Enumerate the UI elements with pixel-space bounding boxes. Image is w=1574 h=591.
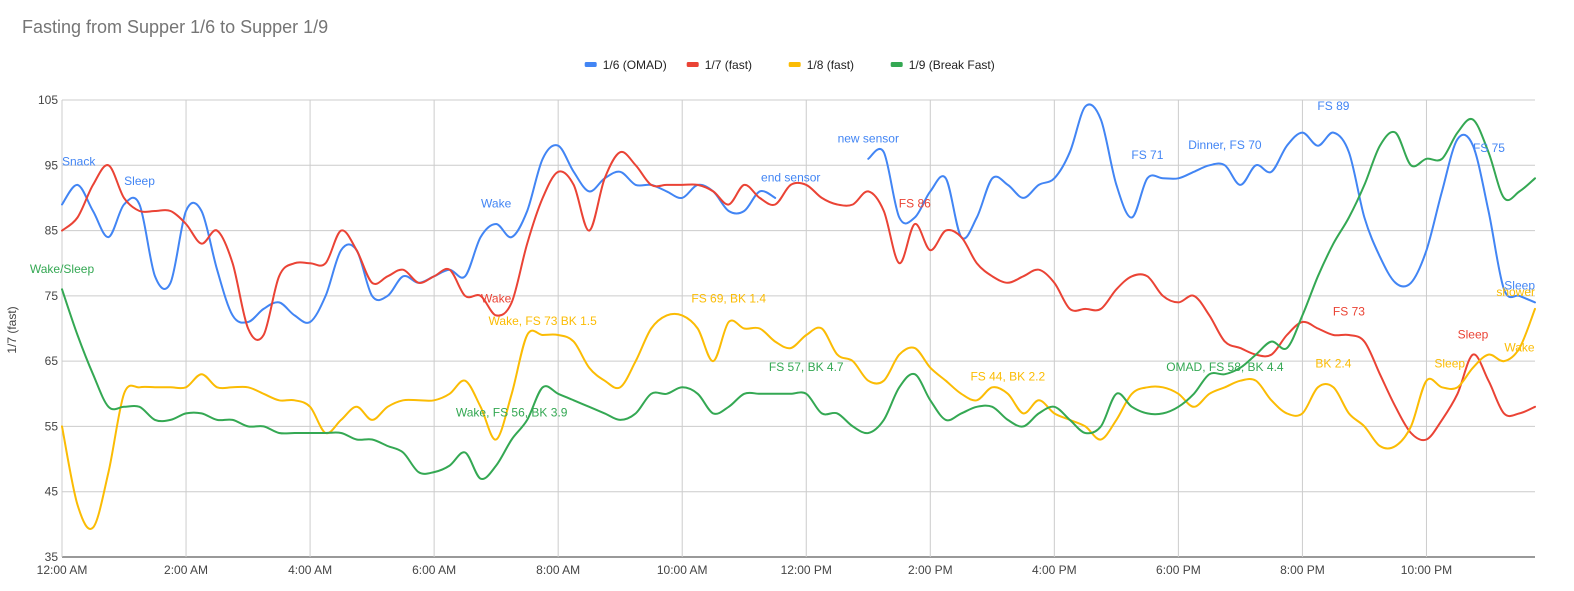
legend-swatch (584, 62, 597, 67)
annotation-label: end sensor (761, 171, 820, 185)
y-tick-label: 105 (38, 93, 58, 107)
series-line[interactable] (867, 103, 1536, 304)
y-tick-label: 35 (45, 550, 59, 564)
annotation-label: FS 44, BK 2.2 (970, 370, 1045, 384)
chart-title: Fasting from Supper 1/6 to Supper 1/9 (22, 17, 329, 37)
legend-item[interactable]: 1/6 (OMAD) (584, 58, 667, 72)
legend-item[interactable]: 1/7 (fast) (686, 58, 752, 72)
legend-label: 1/8 (fast) (807, 58, 854, 72)
x-tick-label: 6:00 AM (412, 563, 456, 577)
series-line[interactable] (61, 150, 1536, 442)
y-tick-label: 65 (45, 354, 59, 368)
x-tick-label: 6:00 PM (1156, 563, 1201, 577)
gridlines (61, 99, 1535, 558)
series-line[interactable] (61, 117, 1536, 480)
annotations: Snack Sleep Wake end sensor new sensor FS 71 D… (30, 99, 1535, 420)
y-tick-label: 85 (45, 224, 59, 238)
series-1-8-fast- (61, 307, 1536, 530)
annotation-label: Wake (481, 197, 512, 211)
y-tick-label: 55 (45, 419, 59, 433)
x-tick-label: 8:00 AM (536, 563, 580, 577)
annotation-label: FS 89 (1317, 99, 1349, 113)
annotation-label: FS 73 (1333, 304, 1365, 318)
series-1-7-fast- (61, 150, 1536, 442)
x-tick-label: 2:00 PM (908, 563, 953, 577)
y-tick-label: 95 (45, 158, 59, 172)
x-axis-ticks: 12:00 AM 2:00 AM 4:00 AM 6:00 AM 8:00 AM 10:0… (37, 563, 1453, 577)
x-tick-label: 12:00 PM (781, 563, 832, 577)
x-tick-label: 10:00 AM (657, 563, 708, 577)
y-axis-ticks: 35 45 55 65 75 85 95 105 (38, 93, 58, 564)
legend-label: 1/6 (OMAD) (603, 58, 667, 72)
annotation-label: new sensor (838, 131, 899, 145)
x-tick-label: 8:00 PM (1280, 563, 1325, 577)
series-lines (61, 103, 1536, 530)
legend-label: 1/7 (fast) (705, 58, 752, 72)
x-tick-label: 12:00 AM (37, 563, 88, 577)
annotation-label: Snack (62, 154, 96, 168)
legend: 1/6 (OMAD) 1/7 (fast) 1/8 (fast) 1/9 (Break… (584, 58, 995, 72)
annotation-label: Sleep (124, 174, 155, 188)
annotation-label: Wake, FS 56, BK 3.9 (456, 406, 568, 420)
annotation-label: Sleep (1504, 278, 1535, 292)
annotation-label: FS 75 (1473, 141, 1505, 155)
annotation-label: shower (1496, 285, 1535, 299)
annotation-label: OMAD, FS 58, BK 4.4 (1166, 360, 1284, 374)
legend-item[interactable]: 1/8 (fast) (788, 58, 854, 72)
annotation-label: Wake (1504, 340, 1535, 354)
annotation-label: FS 71 (1131, 148, 1163, 162)
x-tick-label: 4:00 AM (288, 563, 332, 577)
series-line[interactable] (61, 307, 1536, 530)
annotation-label: BK 2.4 (1315, 357, 1351, 371)
y-tick-label: 75 (45, 289, 59, 303)
annotation-label: FS 86 (899, 197, 931, 211)
annotation-label: Sleep (1458, 327, 1489, 341)
y-axis-label: 1/7 (fast) (5, 306, 19, 353)
x-tick-label: 4:00 PM (1032, 563, 1077, 577)
legend-label: 1/9 (Break Fast) (909, 58, 995, 72)
y-tick-label: 45 (45, 485, 59, 499)
x-tick-label: 2:00 AM (164, 563, 208, 577)
annotation-label: Wake (481, 291, 512, 305)
legend-swatch (686, 62, 699, 67)
annotation-label: FS 69, BK 1.4 (691, 291, 766, 305)
series-1-9-break-fast- (61, 117, 1536, 480)
annotation-label: Dinner, FS 70 (1188, 138, 1262, 152)
annotation-label: Wake, FS 73 BK 1.5 (489, 314, 598, 328)
annotation-label: Sleep (1434, 357, 1465, 371)
legend-swatch (890, 62, 903, 67)
annotation-label: Wake/Sleep (30, 262, 95, 276)
x-tick-label: 10:00 PM (1401, 563, 1452, 577)
legend-item[interactable]: 1/9 (Break Fast) (890, 58, 995, 72)
series-1-6-omad- (61, 103, 1536, 324)
legend-swatch (788, 62, 801, 67)
annotation-label: FS 57, BK 4.7 (769, 360, 844, 374)
